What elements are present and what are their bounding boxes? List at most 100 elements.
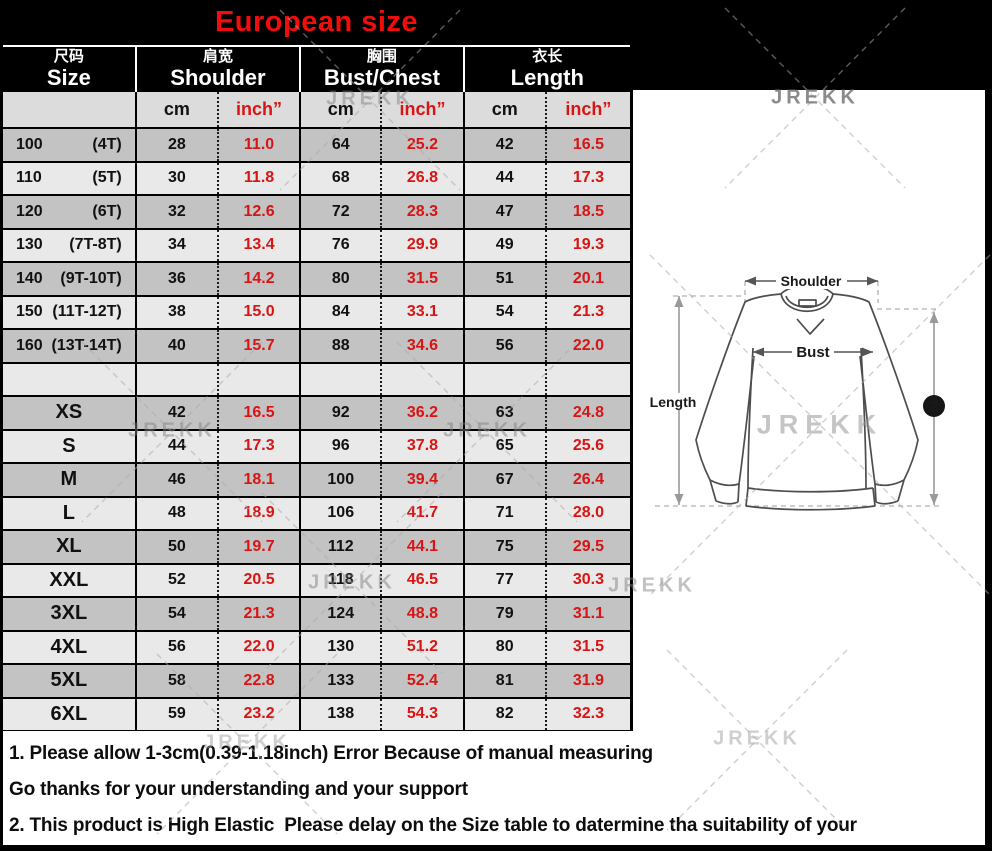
bust-inch-value: 26.8: [380, 162, 463, 194]
size-label-cell: 3XL: [3, 598, 135, 630]
bust-cm-value: 72: [299, 196, 381, 228]
table-row: L 48 18.9 106 41.7 71 28.0: [3, 495, 630, 529]
table-row: [3, 361, 630, 395]
shoulder-inch-value: 15.0: [216, 296, 300, 328]
size-label: 3XL: [50, 602, 88, 625]
length-cm-value: 42: [462, 129, 545, 161]
bust-inch-value: 28.3: [380, 196, 463, 228]
page-title: European size: [214, 6, 419, 38]
length-cm-value: 77: [462, 564, 545, 596]
size-label: 6XL: [50, 702, 88, 725]
shoulder-inch-value: 22.8: [216, 665, 300, 697]
length-inch-value: 17.3: [544, 162, 630, 194]
size-label-cell: XXL: [3, 564, 135, 596]
header-shoulder: 肩宽 Shoulder: [134, 47, 299, 92]
shoulder-cm-value: 28: [134, 129, 217, 161]
bust-inch-value: 54.3: [380, 698, 463, 730]
size-age-tag: (7T-8T): [69, 236, 122, 254]
shoulder-inch-value: 22.0: [216, 631, 300, 663]
bust-cm-value: 124: [299, 598, 381, 630]
table-row: XS 42 16.5 92 36.2 63 24.8: [3, 395, 630, 429]
table-row: 130 (7T-8T) 34 13.4 76 29.9 49 19.3: [3, 227, 630, 261]
size-label-cell: 110 (5T): [3, 162, 135, 194]
bust-cm-value: 118: [299, 564, 381, 596]
bust-cm-value: 84: [299, 296, 381, 328]
unit-cm: cm: [134, 92, 217, 127]
size-label-cell: 150 (11T-12T): [3, 296, 135, 328]
table-row: 100 (4T) 28 11.0 64 25.2 42 16.5: [3, 127, 630, 161]
bust-inch-value: 37.8: [380, 430, 463, 462]
bust-cm-value: 76: [299, 229, 381, 261]
bust-inch-value: 51.2: [380, 631, 463, 663]
length-cm-value: 75: [462, 531, 545, 563]
bust-inch-value: 33.1: [380, 296, 463, 328]
bust-inch-value: 41.7: [380, 497, 463, 529]
shoulder-cm-value: 54: [134, 598, 217, 630]
table-row: 150 (11T-12T) 38 15.0 84 33.1 54 21.3: [3, 294, 630, 328]
size-age-tag: (5T): [92, 169, 122, 187]
shoulder-cm-value: 58: [134, 665, 217, 697]
size-label-cell: 100 (4T): [3, 129, 135, 161]
bust-cm-value: 130: [299, 631, 381, 663]
bust-inch-value: 52.4: [380, 665, 463, 697]
table-row: XXL 52 20.5 118 46.5 77 30.3: [3, 562, 630, 596]
bust-inch-value: 29.9: [380, 229, 463, 261]
length-inch-value: 22.0: [544, 330, 630, 362]
shoulder-cm-value: 36: [134, 263, 217, 295]
unit-inch: inch”: [544, 92, 630, 127]
size-label-cell: 130 (7T-8T): [3, 229, 135, 261]
bust-inch-value: 46.5: [380, 564, 463, 596]
unit-empty-cell: [3, 92, 135, 127]
shoulder-inch-value: 15.7: [216, 330, 300, 362]
bust-cm-value: 88: [299, 330, 381, 362]
bust-cm-value: 100: [299, 464, 381, 496]
length-arrow-label: Length: [650, 394, 697, 410]
size-label-cell: 120 (6T): [3, 196, 135, 228]
size-label: 4XL: [50, 635, 88, 658]
length-cm-value: 63: [462, 397, 545, 429]
size-label-cell: XS: [3, 397, 135, 429]
shoulder-cm-value: 56: [134, 631, 217, 663]
size-label-cell: XL: [3, 531, 135, 563]
size-label: 100: [16, 135, 43, 153]
size-table-body: 100 (4T) 28 11.0 64 25.2 42 16.5 110 (5T…: [3, 127, 630, 730]
bust-cm-value: 112: [299, 531, 381, 563]
note-line-1: 1. Please allow 1-3cm(0.39-1.18inch) Err…: [9, 743, 653, 764]
garment-measurement-diagram: Shoulder Bust Length 3: [645, 273, 945, 511]
shoulder-cm-value: 48: [134, 497, 217, 529]
shoulder-cm-value: 52: [134, 564, 217, 596]
shoulder-cm-value: 30: [134, 162, 217, 194]
shoulder-inch-value: 20.5: [216, 564, 300, 596]
size-label-cell: 140 (9T-10T): [3, 263, 135, 295]
shoulder-inch-value: 18.9: [216, 497, 300, 529]
header-size: 尺码 Size: [46, 48, 91, 90]
size-label-cell: L: [3, 497, 135, 529]
length-inch-value: 16.5: [544, 129, 630, 161]
length-cm-value: 54: [462, 296, 545, 328]
shoulder-cm-value: 50: [134, 531, 217, 563]
shoulder-inch-value: 19.7: [216, 531, 300, 563]
shoulder-inch-value: 11.8: [216, 162, 300, 194]
length-inch-value: 24.8: [544, 397, 630, 429]
size-label: 130: [16, 236, 43, 254]
shoulder-cm-value: 59: [134, 698, 217, 730]
bust-cm-value: 64: [299, 129, 381, 161]
size-label: 160: [16, 336, 43, 354]
length-cm-value: 71: [462, 497, 545, 529]
shoulder-inch-value: 14.2: [216, 263, 300, 295]
length-inch-value: 28.0: [544, 497, 630, 529]
length-inch-value: 30.3: [544, 564, 630, 596]
table-row: 5XL 58 22.8 133 52.4 81 31.9: [3, 663, 630, 697]
length-cm-value: 79: [462, 598, 545, 630]
length-inch-value: 19.3: [544, 229, 630, 261]
length-cm-value: 49: [462, 229, 545, 261]
size-age-tag: (4T): [92, 135, 122, 153]
length-inch-value: 32.3: [544, 698, 630, 730]
size-label: 110: [16, 169, 42, 187]
length-cm-value: 67: [462, 464, 545, 496]
bust-arrow: Bust: [753, 344, 873, 361]
shoulder-inch-value: [216, 363, 300, 395]
table-unit-row: cm inch” cm inch” cm inch”: [3, 92, 630, 127]
shoulder-inch-value: 23.2: [216, 698, 300, 730]
shoulder-inch-value: 12.6: [216, 196, 300, 228]
